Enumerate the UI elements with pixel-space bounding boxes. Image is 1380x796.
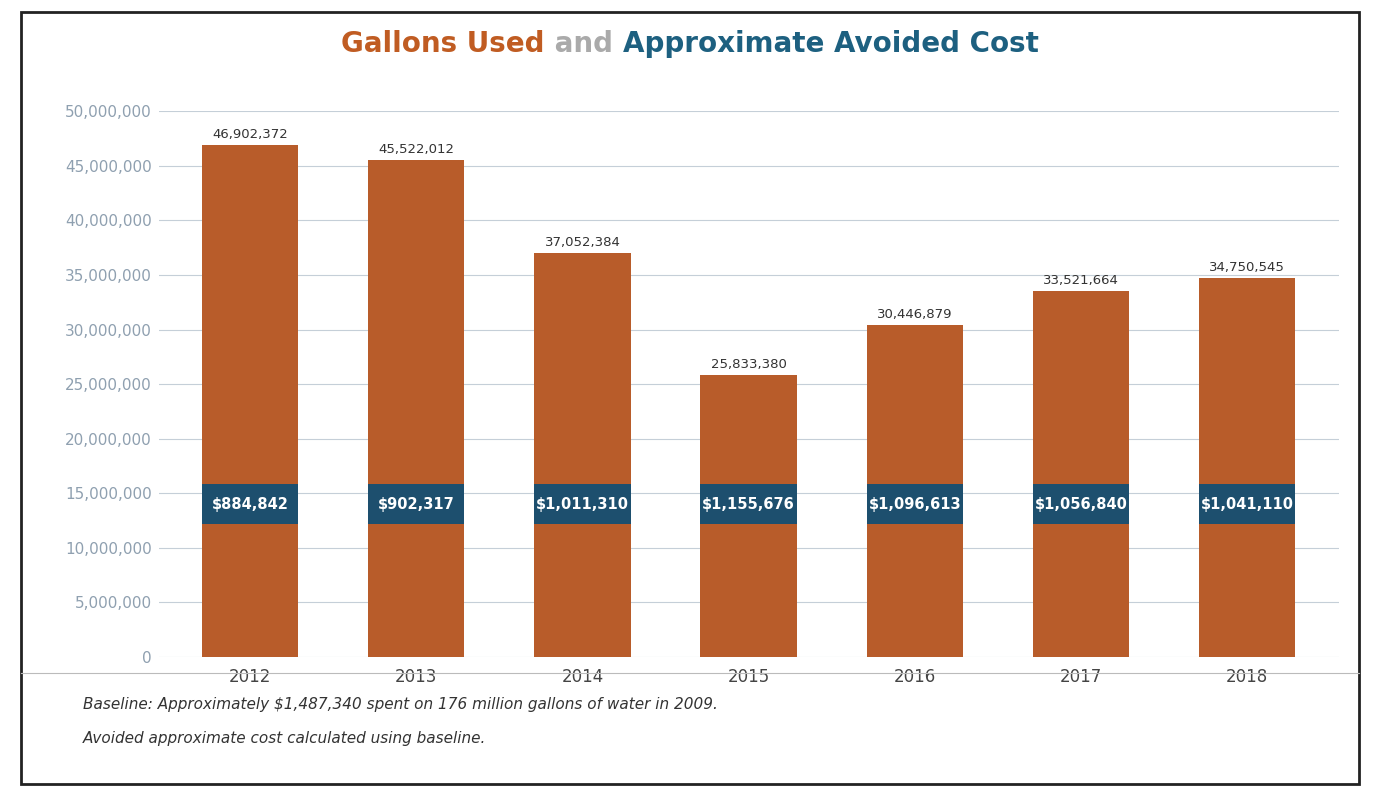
Bar (368, 160, 465, 657)
Text: Gallons Used: Gallons Used (341, 29, 545, 58)
Bar (867, 485, 963, 524)
Text: $1,041,110: $1,041,110 (1201, 497, 1293, 512)
Text: $1,155,676: $1,155,676 (702, 497, 795, 512)
Text: 45,522,012: 45,522,012 (378, 143, 454, 157)
Bar (201, 145, 298, 657)
Text: 33,521,664: 33,521,664 (1043, 275, 1119, 287)
Text: 37,052,384: 37,052,384 (545, 236, 621, 249)
Text: $1,011,310: $1,011,310 (535, 497, 629, 512)
Text: $1,056,840: $1,056,840 (1035, 497, 1127, 512)
Text: Baseline: Approximately $1,487,340 spent on 176 million gallons of water in 2009: Baseline: Approximately $1,487,340 spent… (83, 696, 718, 712)
Bar (701, 375, 796, 657)
Bar (1199, 278, 1296, 657)
Text: 34,750,545: 34,750,545 (1209, 261, 1285, 274)
Text: and: and (545, 29, 622, 58)
Text: 46,902,372: 46,902,372 (213, 128, 288, 142)
Text: Approximate Avoided Cost: Approximate Avoided Cost (622, 29, 1039, 58)
Text: $902,317: $902,317 (378, 497, 454, 512)
Text: $1,096,613: $1,096,613 (868, 497, 960, 512)
Text: 30,446,879: 30,446,879 (878, 308, 952, 321)
Bar (534, 252, 631, 657)
Text: Avoided approximate cost calculated using baseline.: Avoided approximate cost calculated usin… (83, 731, 486, 746)
Bar (201, 485, 298, 524)
Bar (701, 485, 796, 524)
Bar (867, 325, 963, 657)
Bar (368, 485, 465, 524)
Text: $884,842: $884,842 (211, 497, 288, 512)
Bar (1199, 485, 1296, 524)
Bar (1032, 485, 1129, 524)
Bar (534, 485, 631, 524)
Text: 25,833,380: 25,833,380 (711, 358, 787, 371)
Bar (1032, 291, 1129, 657)
